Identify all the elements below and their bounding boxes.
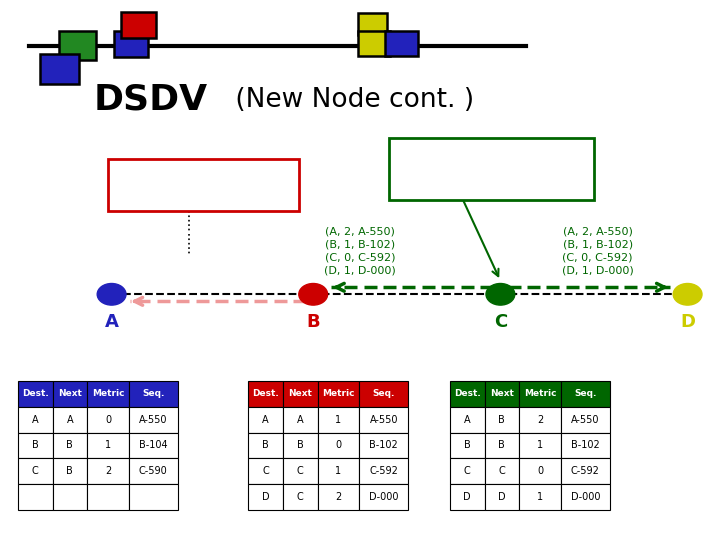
Text: C: C <box>297 467 304 476</box>
Bar <box>519 381 561 407</box>
Bar <box>561 433 610 458</box>
Text: A: A <box>262 415 269 424</box>
Bar <box>18 381 53 407</box>
Bar <box>450 484 485 510</box>
Bar <box>87 484 129 510</box>
Text: Metric: Metric <box>523 389 557 398</box>
Bar <box>485 484 519 510</box>
Text: C: C <box>262 467 269 476</box>
Bar <box>87 433 129 458</box>
Text: Metric: Metric <box>322 389 355 398</box>
Text: 1: 1 <box>336 467 341 476</box>
Text: B-102: B-102 <box>369 441 398 450</box>
Bar <box>318 407 359 433</box>
Bar <box>129 381 178 407</box>
Bar <box>248 433 283 458</box>
Text: B-104: B-104 <box>139 441 168 450</box>
Text: C-592: C-592 <box>369 467 398 476</box>
Bar <box>318 381 359 407</box>
Bar <box>561 407 610 433</box>
Text: A: A <box>66 415 73 424</box>
Bar <box>519 484 561 510</box>
Text: Seq.: Seq. <box>574 389 597 398</box>
Text: B: B <box>498 441 505 450</box>
Text: B: B <box>66 467 73 476</box>
Bar <box>485 407 519 433</box>
Text: 4. B gets this new information
and updates its table........: 4. B gets this new information and updat… <box>114 171 292 199</box>
Bar <box>561 458 610 484</box>
Text: C: C <box>297 492 304 502</box>
Text: Next: Next <box>288 389 312 398</box>
Bar <box>485 458 519 484</box>
Bar <box>53 458 87 484</box>
Text: Next: Next <box>58 389 82 398</box>
Bar <box>318 458 359 484</box>
Bar <box>519 433 561 458</box>
Bar <box>359 433 408 458</box>
Bar <box>248 381 283 407</box>
Bar <box>248 458 283 484</box>
Text: Seq.: Seq. <box>142 389 165 398</box>
Text: C: C <box>464 467 471 476</box>
Text: D: D <box>498 492 505 502</box>
Text: D-000: D-000 <box>571 492 600 502</box>
Text: D: D <box>680 313 695 332</box>
Text: 0: 0 <box>105 415 111 424</box>
Text: 1: 1 <box>537 441 543 450</box>
Bar <box>129 458 178 484</box>
Bar <box>18 484 53 510</box>
Text: 3. C increases its sequence
number to C-592 then broadcasts
its new table.: 3. C increases its sequence number to C-… <box>392 147 591 190</box>
Text: D: D <box>262 492 269 502</box>
Bar <box>53 433 87 458</box>
Text: B: B <box>464 441 471 450</box>
Text: Next: Next <box>490 389 514 398</box>
Bar <box>359 381 408 407</box>
Bar <box>450 458 485 484</box>
Text: B: B <box>297 441 304 450</box>
Text: B: B <box>498 415 505 424</box>
Text: 1: 1 <box>336 415 341 424</box>
Bar <box>519 407 561 433</box>
Bar <box>129 433 178 458</box>
Text: A-550: A-550 <box>571 415 600 424</box>
Bar <box>283 484 318 510</box>
Bar <box>121 12 156 38</box>
FancyBboxPatch shape <box>108 159 299 211</box>
Bar <box>18 458 53 484</box>
Text: (New Node cont. ): (New Node cont. ) <box>227 87 474 113</box>
FancyBboxPatch shape <box>389 138 594 200</box>
Text: 2: 2 <box>537 415 543 424</box>
Text: C: C <box>32 467 39 476</box>
Circle shape <box>486 284 515 305</box>
Bar <box>283 433 318 458</box>
Bar <box>53 484 87 510</box>
Bar <box>385 31 418 56</box>
Bar <box>53 381 87 407</box>
Text: 0: 0 <box>537 467 543 476</box>
Bar <box>561 381 610 407</box>
Text: 1: 1 <box>537 492 543 502</box>
Text: (A, 2, A-550)
(B, 1, B-102)
(C, 0, C-592)
(D, 1, D-000): (A, 2, A-550) (B, 1, B-102) (C, 0, C-592… <box>324 226 396 276</box>
Bar <box>18 433 53 458</box>
Bar <box>519 458 561 484</box>
Bar <box>358 31 390 56</box>
Text: Dest.: Dest. <box>454 389 481 398</box>
Text: B-102: B-102 <box>571 441 600 450</box>
Bar <box>450 381 485 407</box>
Bar <box>358 14 387 35</box>
Bar <box>359 407 408 433</box>
Text: A: A <box>297 415 304 424</box>
Text: B: B <box>32 441 39 450</box>
Text: A: A <box>32 415 39 424</box>
Text: Seq.: Seq. <box>372 389 395 398</box>
Text: Dest.: Dest. <box>252 389 279 398</box>
Text: A-550: A-550 <box>139 415 168 424</box>
Bar <box>450 433 485 458</box>
Bar <box>53 407 87 433</box>
Text: 0: 0 <box>336 441 341 450</box>
Bar <box>129 407 178 433</box>
Text: C: C <box>498 467 505 476</box>
Bar <box>561 484 610 510</box>
Bar <box>283 381 318 407</box>
Text: Metric: Metric <box>91 389 125 398</box>
